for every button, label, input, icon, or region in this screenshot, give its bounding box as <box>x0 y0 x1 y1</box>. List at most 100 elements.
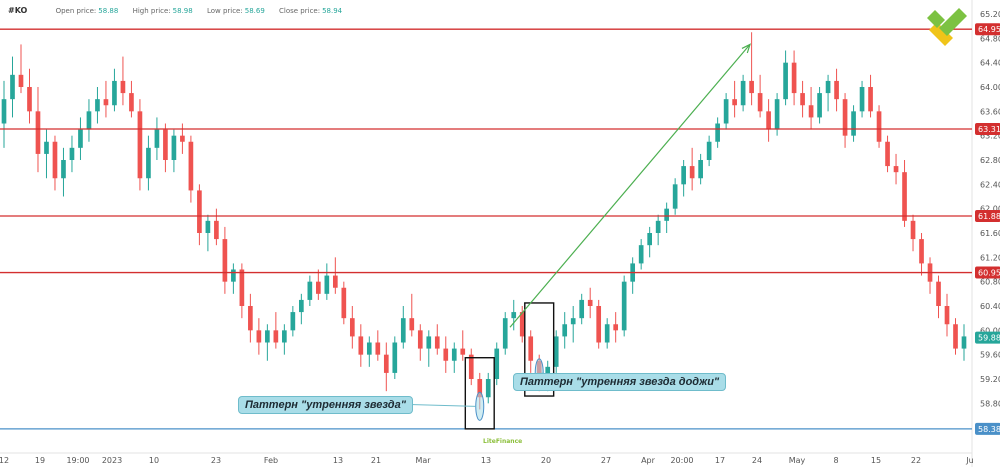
candle-body <box>800 93 805 106</box>
candle-body <box>112 80 117 106</box>
close-value: 58.94 <box>322 7 343 15</box>
level-price-tag <box>975 209 1000 222</box>
brand-logo-icon <box>927 8 967 46</box>
candle-body <box>197 190 202 233</box>
low-value: 58.69 <box>244 7 265 15</box>
candle-body <box>409 318 415 331</box>
price-tick-label: 64.00 <box>980 83 1000 92</box>
price-tick-label: 62.00 <box>980 205 1000 214</box>
time-axis-label: 12 <box>0 456 9 465</box>
candle-body <box>18 74 24 87</box>
price-tick-label: 64.80 <box>980 34 1000 43</box>
candle-body <box>27 87 32 112</box>
high-label: High price: <box>132 7 171 15</box>
ohlc-header: #KO Open price: 58.88 High price: 58.98 Lo… <box>8 6 342 15</box>
candle-body <box>188 141 194 191</box>
price-tick-label: 62.80 <box>980 156 1000 165</box>
candle-body <box>910 220 916 240</box>
time-axis-label: 20 <box>541 456 551 465</box>
candle-body <box>885 141 890 167</box>
candle-body <box>78 129 83 148</box>
candle-body <box>783 62 788 100</box>
price-tick-label: 58.80 <box>980 399 1000 408</box>
time-axis-label: 17 <box>715 456 725 465</box>
candle-body <box>647 233 652 246</box>
candle-body <box>961 336 967 349</box>
candle-body <box>35 111 41 154</box>
price-tick-label: 60.00 <box>980 326 1000 335</box>
candle-body <box>477 379 483 398</box>
time-axis-label: 13 <box>333 456 343 465</box>
price-tick-label: 60.40 <box>980 302 1000 311</box>
candle-body <box>553 336 559 367</box>
level-price-label: 63.31 <box>978 125 1000 134</box>
current-price-tag <box>975 331 1000 344</box>
candle-body <box>579 299 585 319</box>
level-price-tag <box>975 266 1000 279</box>
candle-body <box>400 318 406 343</box>
candle-body <box>392 342 398 373</box>
candle-body <box>715 123 720 142</box>
candle-body <box>171 135 177 160</box>
candle-body <box>69 147 75 160</box>
time-axis-label: 21 <box>371 456 381 465</box>
time-axis-label: 15 <box>871 456 881 465</box>
candle-body <box>817 93 822 118</box>
candle-body <box>129 93 134 112</box>
candle-body <box>256 330 262 343</box>
candle-body <box>851 111 856 136</box>
price-tick-label: 59.60 <box>980 351 1000 360</box>
time-axis-label: 19 <box>35 456 45 465</box>
level-price-label: 60.95 <box>978 269 1000 278</box>
price-tick-label: 59.20 <box>980 375 1000 384</box>
candle-body <box>273 330 279 343</box>
candle-body <box>511 312 517 319</box>
candle-body <box>791 62 797 94</box>
candle-body <box>519 312 525 337</box>
candle-body <box>349 318 355 337</box>
candle-body <box>95 99 100 112</box>
candle-body <box>757 93 763 112</box>
candle-body <box>902 172 907 221</box>
candle-body <box>502 318 508 349</box>
candle-body <box>451 348 457 361</box>
candle-body <box>316 281 321 294</box>
candle-body <box>689 166 695 179</box>
open-label: Open price: <box>55 7 97 15</box>
morning-star-box <box>464 357 495 430</box>
level-price-label: 64.95 <box>978 25 1000 34</box>
time-axis-label: 20:00 <box>670 456 693 465</box>
morning-star-doji-annotation: Паттерн "утренняя звезда доджи" <box>513 373 727 391</box>
candle-body <box>664 208 669 221</box>
candle-body <box>366 342 372 355</box>
candle-body <box>417 330 423 349</box>
time-axis-label: 24 <box>752 456 762 465</box>
price-tick-label: 61.20 <box>980 253 1000 262</box>
watermark: LiteFinance <box>483 438 523 445</box>
level-price-label: 58.38 <box>978 425 1000 434</box>
candle-body <box>494 348 500 379</box>
candle-body <box>774 99 780 130</box>
candle-body <box>621 281 627 331</box>
candle-body <box>613 324 619 331</box>
high-value: 58.98 <box>172 7 193 15</box>
candle-body <box>324 275 330 294</box>
candle-body <box>766 111 771 130</box>
price-tick-label: 60.80 <box>980 278 1000 287</box>
candle-body <box>570 318 576 325</box>
candle-body <box>723 99 729 124</box>
candle-body <box>638 245 644 264</box>
candle-body <box>341 287 347 319</box>
time-axis-label: Ju <box>965 456 973 465</box>
trend-arrow-line <box>509 44 751 328</box>
candle-body <box>120 80 126 94</box>
candle-body <box>868 87 873 112</box>
candle-body <box>146 147 151 179</box>
candle-body <box>61 160 66 179</box>
candle-body <box>672 184 678 209</box>
candle-body <box>163 129 168 160</box>
time-axis-label: Apr <box>641 456 656 465</box>
candle-body <box>485 379 491 398</box>
candle-body <box>103 99 109 106</box>
candle-body <box>604 324 610 343</box>
